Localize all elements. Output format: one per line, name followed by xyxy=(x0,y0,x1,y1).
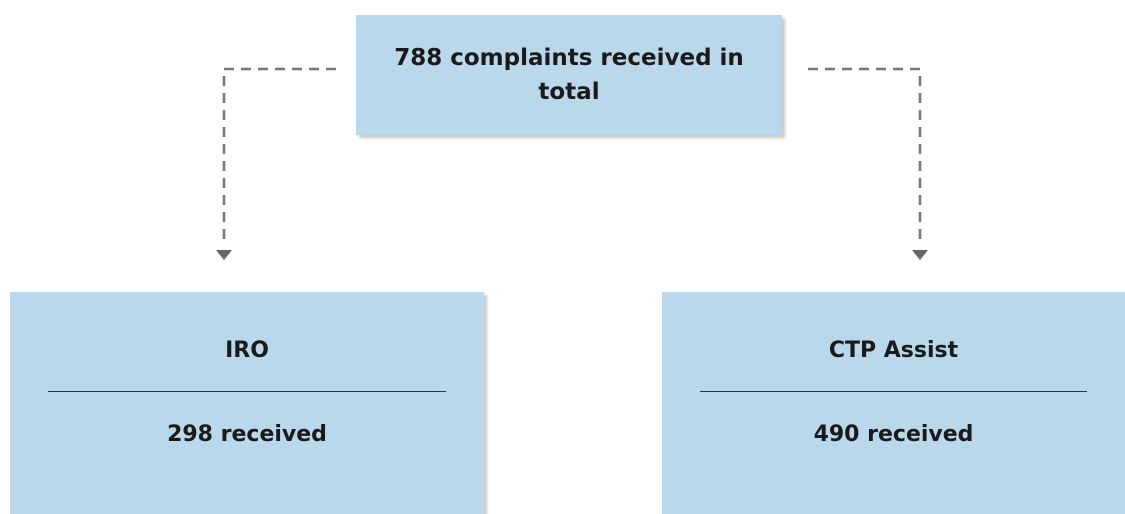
iro-label: IRO xyxy=(225,338,269,363)
ctp-detail: 490 received xyxy=(813,422,974,447)
iro-detail: 298 received xyxy=(167,422,327,447)
arrowhead-left xyxy=(216,250,232,260)
iro-box: IRO 298 received xyxy=(10,292,484,514)
arrowhead-right xyxy=(912,250,928,260)
connector-right xyxy=(808,67,922,244)
total-label: 788 complaints received in total xyxy=(394,45,744,105)
ctp-box: CTP Assist 490 received xyxy=(662,292,1125,514)
divider xyxy=(48,391,446,392)
ctp-label: CTP Assist xyxy=(828,338,959,363)
total-box: 788 complaints received in total xyxy=(356,15,782,135)
connector-left xyxy=(222,67,336,244)
divider xyxy=(700,391,1087,392)
